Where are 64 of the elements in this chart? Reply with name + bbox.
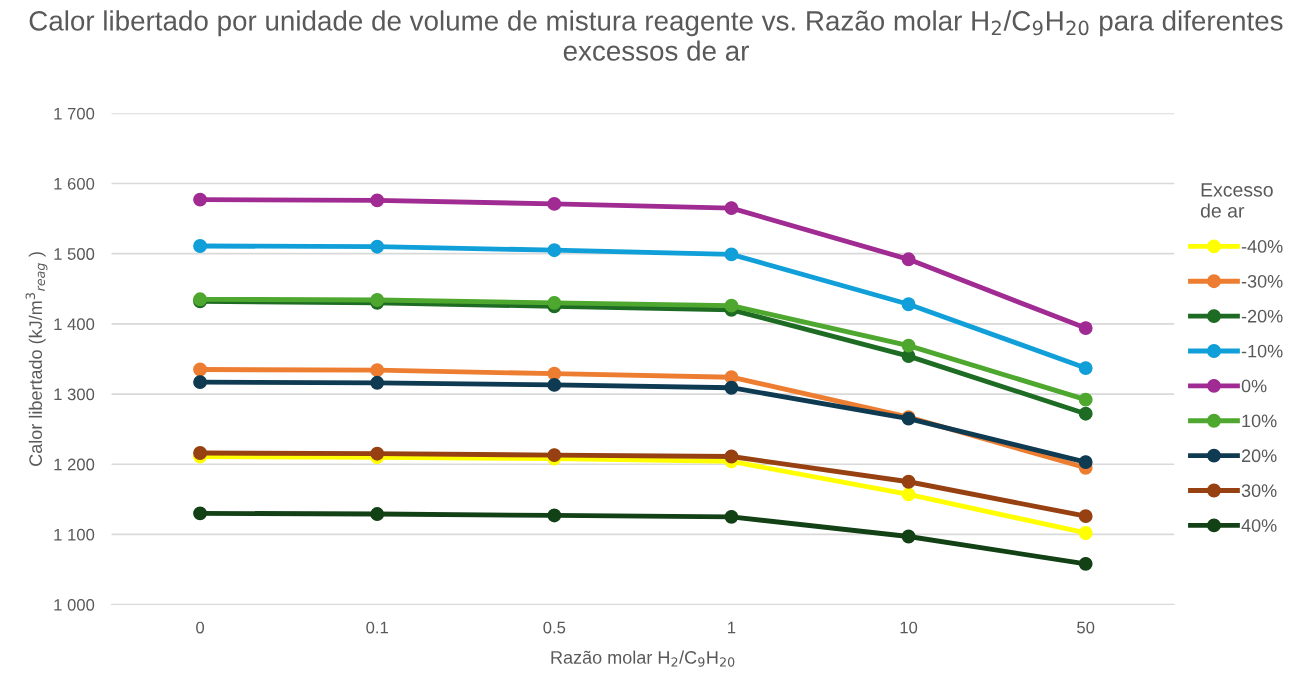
y-tick-label: 1 700 (54, 107, 95, 120)
point (1078, 556, 1093, 571)
point (901, 474, 916, 489)
point (724, 201, 739, 216)
point (370, 375, 385, 390)
x-tick-label: 0.5 (543, 621, 566, 634)
y-tick-label: 1 000 (54, 598, 95, 611)
y-tick-label: 1 300 (54, 388, 95, 401)
point (1078, 392, 1093, 407)
point (193, 362, 208, 377)
point (193, 192, 208, 207)
legend-label: 10% (1242, 414, 1277, 428)
x-tick-label: 0 (196, 621, 205, 634)
point (1078, 526, 1093, 540)
legend-label: 20% (1241, 449, 1277, 463)
point (370, 507, 385, 521)
x-axis-title: Razão molar H$_{2}$/C$_{9}$H$_{20}$ (551, 650, 735, 667)
legend-label: -40% (1241, 240, 1283, 253)
point (901, 529, 916, 544)
x-tick-label: 10 (900, 621, 918, 634)
point (547, 243, 562, 258)
chart-title: Calor libertado por unidade de volume de mistura reagente vs. Razão molar H$_{2}$/C$_{9}$H$_{20}$ para diferentes excessos de ar (29, 10, 1283, 61)
point (370, 193, 385, 208)
point (193, 375, 208, 390)
point (370, 446, 385, 461)
y-tick-label: 1 100 (54, 528, 95, 541)
point (724, 247, 739, 262)
point (193, 506, 208, 521)
point (724, 449, 739, 464)
point (724, 509, 739, 524)
legend-label: 0% (1241, 379, 1267, 393)
point (1078, 406, 1093, 421)
x-tick-label: 50 (1077, 621, 1095, 634)
point (1078, 361, 1093, 376)
point (901, 252, 916, 267)
point (547, 508, 562, 523)
point (724, 380, 739, 395)
legend-label: -20% (1241, 309, 1283, 323)
point (547, 295, 562, 310)
legend-label: 40% (1241, 519, 1277, 532)
y-tick-label: 1 600 (54, 177, 95, 190)
point (724, 298, 739, 313)
point (370, 239, 385, 254)
x-tick-label: 0.1 (366, 621, 388, 634)
point (1078, 321, 1093, 336)
point (370, 363, 385, 378)
y-axis-title: Calor libertado (kJ/m$^{3}$$_{reag}$ ) (25, 252, 48, 466)
legend-label: -10% (1241, 344, 1283, 358)
point (1078, 509, 1093, 524)
y-tick-label: 1 400 (54, 318, 95, 331)
point (547, 377, 562, 392)
point (193, 446, 208, 460)
point (547, 196, 562, 211)
point (901, 297, 916, 312)
y-tick-label: 1 200 (54, 458, 95, 471)
point (193, 239, 208, 253)
point (1078, 455, 1093, 470)
point (901, 338, 916, 353)
legend-label: -30% (1241, 274, 1283, 288)
legend-label: 30% (1241, 484, 1277, 498)
x-tick-label: 1 (728, 621, 736, 634)
point (901, 487, 916, 502)
y-tick-label: 1 500 (54, 248, 95, 260)
legend-title: Excesso de ar (1200, 183, 1273, 218)
